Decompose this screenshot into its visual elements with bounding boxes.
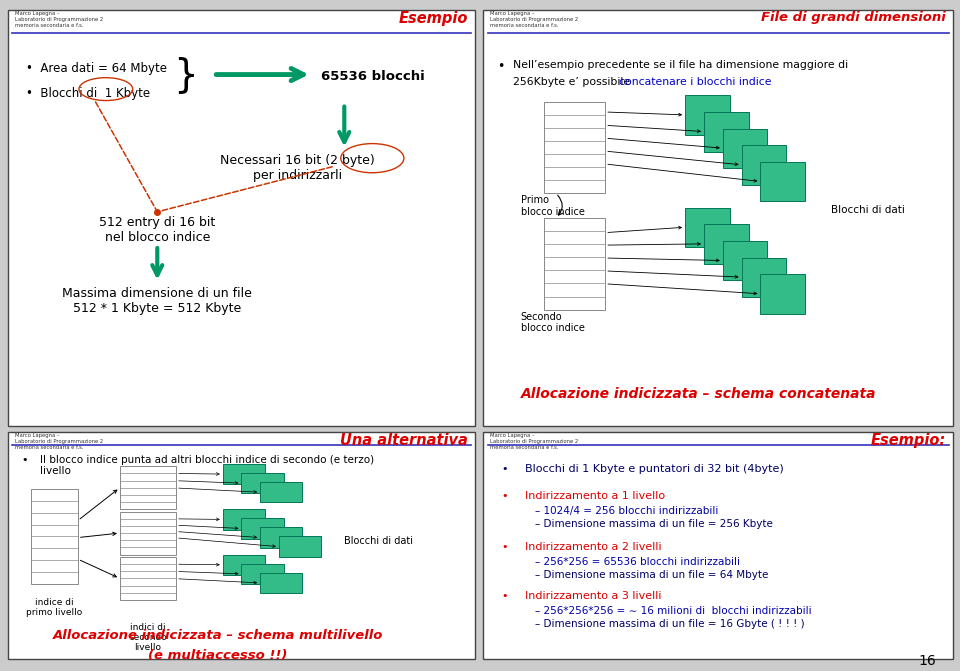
Text: (e multiaccesso !!): (e multiaccesso !!)	[149, 649, 288, 662]
Bar	[120, 466, 176, 509]
Text: Marco Lapegna –
Laboratorio di Programmazione 2
memoria secondaria e f.s.: Marco Lapegna – Laboratorio di Programma…	[490, 433, 578, 450]
Bar	[120, 557, 176, 600]
Text: 256Kbyte e’ possibile: 256Kbyte e’ possibile	[514, 77, 635, 87]
Text: •: •	[502, 464, 508, 474]
Text: Massima dimensione di un file
512 * 1 Kbyte = 512 Kbyte: Massima dimensione di un file 512 * 1 Kb…	[62, 287, 252, 315]
Bar	[741, 146, 786, 185]
Text: – 1024/4 = 256 blocchi indirizzabili: – 1024/4 = 256 blocchi indirizzabili	[535, 506, 718, 516]
Text: Secondo
blocco indice: Secondo blocco indice	[520, 311, 585, 333]
Text: File di grandi dimensioni: File di grandi dimensioni	[761, 11, 947, 24]
Bar	[760, 162, 805, 201]
Text: Marco Lapegna –
Laboratorio di Programmazione 2
memoria secondaria e f.s.: Marco Lapegna – Laboratorio di Programma…	[14, 433, 103, 450]
Text: Marco Lapegna –
Laboratorio di Programmazione 2
memoria secondaria e f.s.: Marco Lapegna – Laboratorio di Programma…	[14, 11, 103, 28]
Text: indice di
primo livello: indice di primo livello	[26, 598, 83, 617]
Bar	[31, 488, 78, 584]
Bar	[242, 518, 283, 539]
Bar	[260, 573, 302, 593]
Bar	[260, 482, 302, 503]
Bar	[685, 208, 730, 247]
Bar	[685, 95, 730, 135]
Text: Allocazione indicizzata – schema concatenata: Allocazione indicizzata – schema concate…	[520, 386, 876, 401]
Text: Indirizzamento a 1 livello: Indirizzamento a 1 livello	[525, 491, 665, 501]
Text: – 256*256*256 = ∼ 16 milioni di  blocchi indirizzabili: – 256*256*256 = ∼ 16 milioni di blocchi …	[535, 606, 811, 615]
Text: •: •	[497, 60, 504, 73]
Text: 512 entry di 16 bit
nel blocco indice: 512 entry di 16 bit nel blocco indice	[99, 216, 215, 244]
Bar	[120, 511, 176, 555]
Bar	[760, 274, 805, 314]
Text: 65536 blocchi: 65536 blocchi	[321, 70, 424, 83]
Bar	[723, 241, 767, 280]
Text: Marco Lapegna –
Laboratorio di Programmazione 2
memoria secondaria e f.s.: Marco Lapegna – Laboratorio di Programma…	[490, 11, 578, 28]
Text: }: }	[173, 56, 198, 93]
Bar	[242, 564, 283, 584]
Text: Primo
blocco indice: Primo blocco indice	[520, 195, 585, 217]
Text: •: •	[22, 455, 28, 465]
Text: indici di
secondo
livello: indici di secondo livello	[129, 623, 167, 652]
Text: •  Area dati = 64 Mbyte: • Area dati = 64 Mbyte	[26, 62, 167, 75]
Text: Necessari 16 bit (2 byte)
per indirizzarli: Necessari 16 bit (2 byte) per indirizzar…	[220, 154, 375, 182]
Text: Blocchi di dati: Blocchi di dati	[345, 536, 414, 546]
Bar	[704, 112, 749, 152]
Text: Esempio: Esempio	[398, 11, 468, 26]
Text: – Dimensione massima di un file = 16 Gbyte ( ! ! ! ): – Dimensione massima di un file = 16 Gby…	[535, 619, 804, 629]
Bar	[704, 224, 749, 264]
Text: – 256*256 = 65536 blocchi indirizzabili: – 256*256 = 65536 blocchi indirizzabili	[535, 557, 739, 567]
Bar	[223, 555, 265, 575]
Text: Nell’esempio precedente se il file ha dimensione maggiore di: Nell’esempio precedente se il file ha di…	[514, 60, 849, 70]
Text: – Dimensione massima di un file = 64 Mbyte: – Dimensione massima di un file = 64 Mby…	[535, 570, 768, 580]
Text: Il blocco indice punta ad altri blocchi indice di secondo (e terzo)
livello: Il blocco indice punta ad altri blocchi …	[40, 455, 374, 476]
Text: •: •	[502, 491, 508, 501]
Text: Indirizzamento a 3 livelli: Indirizzamento a 3 livelli	[525, 591, 661, 601]
Text: Indirizzamento a 2 livelli: Indirizzamento a 2 livelli	[525, 542, 661, 552]
Text: 16: 16	[919, 654, 936, 668]
Text: concatenare i blocchi indice: concatenare i blocchi indice	[619, 77, 772, 87]
Text: Blocchi di dati: Blocchi di dati	[831, 205, 905, 215]
Text: •: •	[502, 591, 508, 601]
Bar	[723, 129, 767, 168]
Bar	[544, 101, 605, 193]
Text: •: •	[502, 542, 508, 552]
Text: Allocazione indicizzata – schema multilivello: Allocazione indicizzata – schema multili…	[53, 629, 383, 642]
Bar	[544, 218, 605, 309]
Bar	[223, 464, 265, 484]
Text: •  Blocchi di  1 Kbyte: • Blocchi di 1 Kbyte	[26, 87, 151, 100]
Text: Una alternativa: Una alternativa	[340, 433, 468, 448]
Text: – Dimensione massima di un file = 256 Kbyte: – Dimensione massima di un file = 256 Kb…	[535, 519, 773, 529]
Text: Blocchi di 1 Kbyte e puntatori di 32 bit (4byte): Blocchi di 1 Kbyte e puntatori di 32 bit…	[525, 464, 784, 474]
Bar	[741, 258, 786, 297]
Bar	[278, 536, 321, 557]
Bar	[223, 509, 265, 529]
Bar	[242, 473, 283, 493]
Bar	[260, 527, 302, 548]
Text: Esempio:: Esempio:	[871, 433, 947, 448]
